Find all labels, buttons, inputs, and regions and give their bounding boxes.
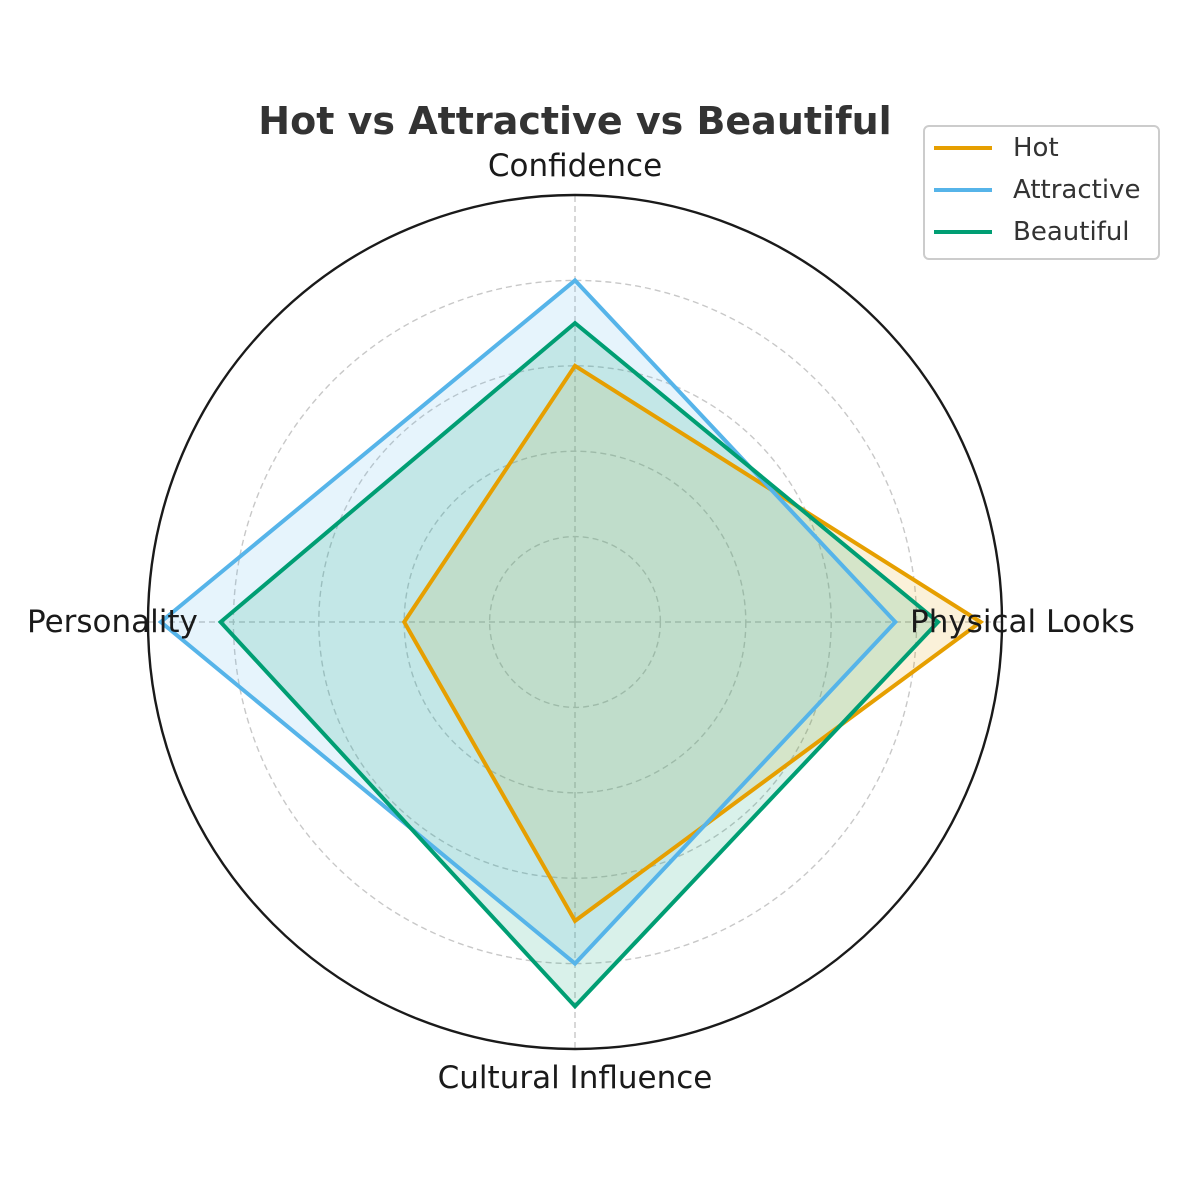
chart-title: Hot vs Attractive vs Beautiful [258,99,891,143]
outer-frame [146,193,1004,1051]
legend-label: Hot [1013,133,1059,163]
legend-label: Beautiful [1013,217,1130,247]
axis-labels: Physical Looks Confidence Personality Cultu… [27,148,1135,1096]
legend-box [923,125,1160,260]
legend: Hot Attractive Beautiful [923,125,1160,260]
axis-label: Confidence [488,148,662,184]
radar-series [157,277,985,1010]
legend-label: Attractive [1013,175,1140,205]
grid-ring [318,365,832,879]
series-fill-hot [404,365,981,921]
series-fill-beautiful [220,323,939,1007]
axis-label: Cultural Influence [438,1060,713,1096]
series-line-attractive [157,277,899,967]
axis-label: Personality [27,604,198,640]
axis-label: Physical Looks [910,604,1135,640]
radar-grid [146,193,1004,1051]
series-line-beautiful [217,320,941,1010]
